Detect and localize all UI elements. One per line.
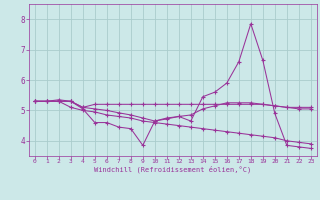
X-axis label: Windchill (Refroidissement éolien,°C): Windchill (Refroidissement éolien,°C) [94, 166, 252, 173]
